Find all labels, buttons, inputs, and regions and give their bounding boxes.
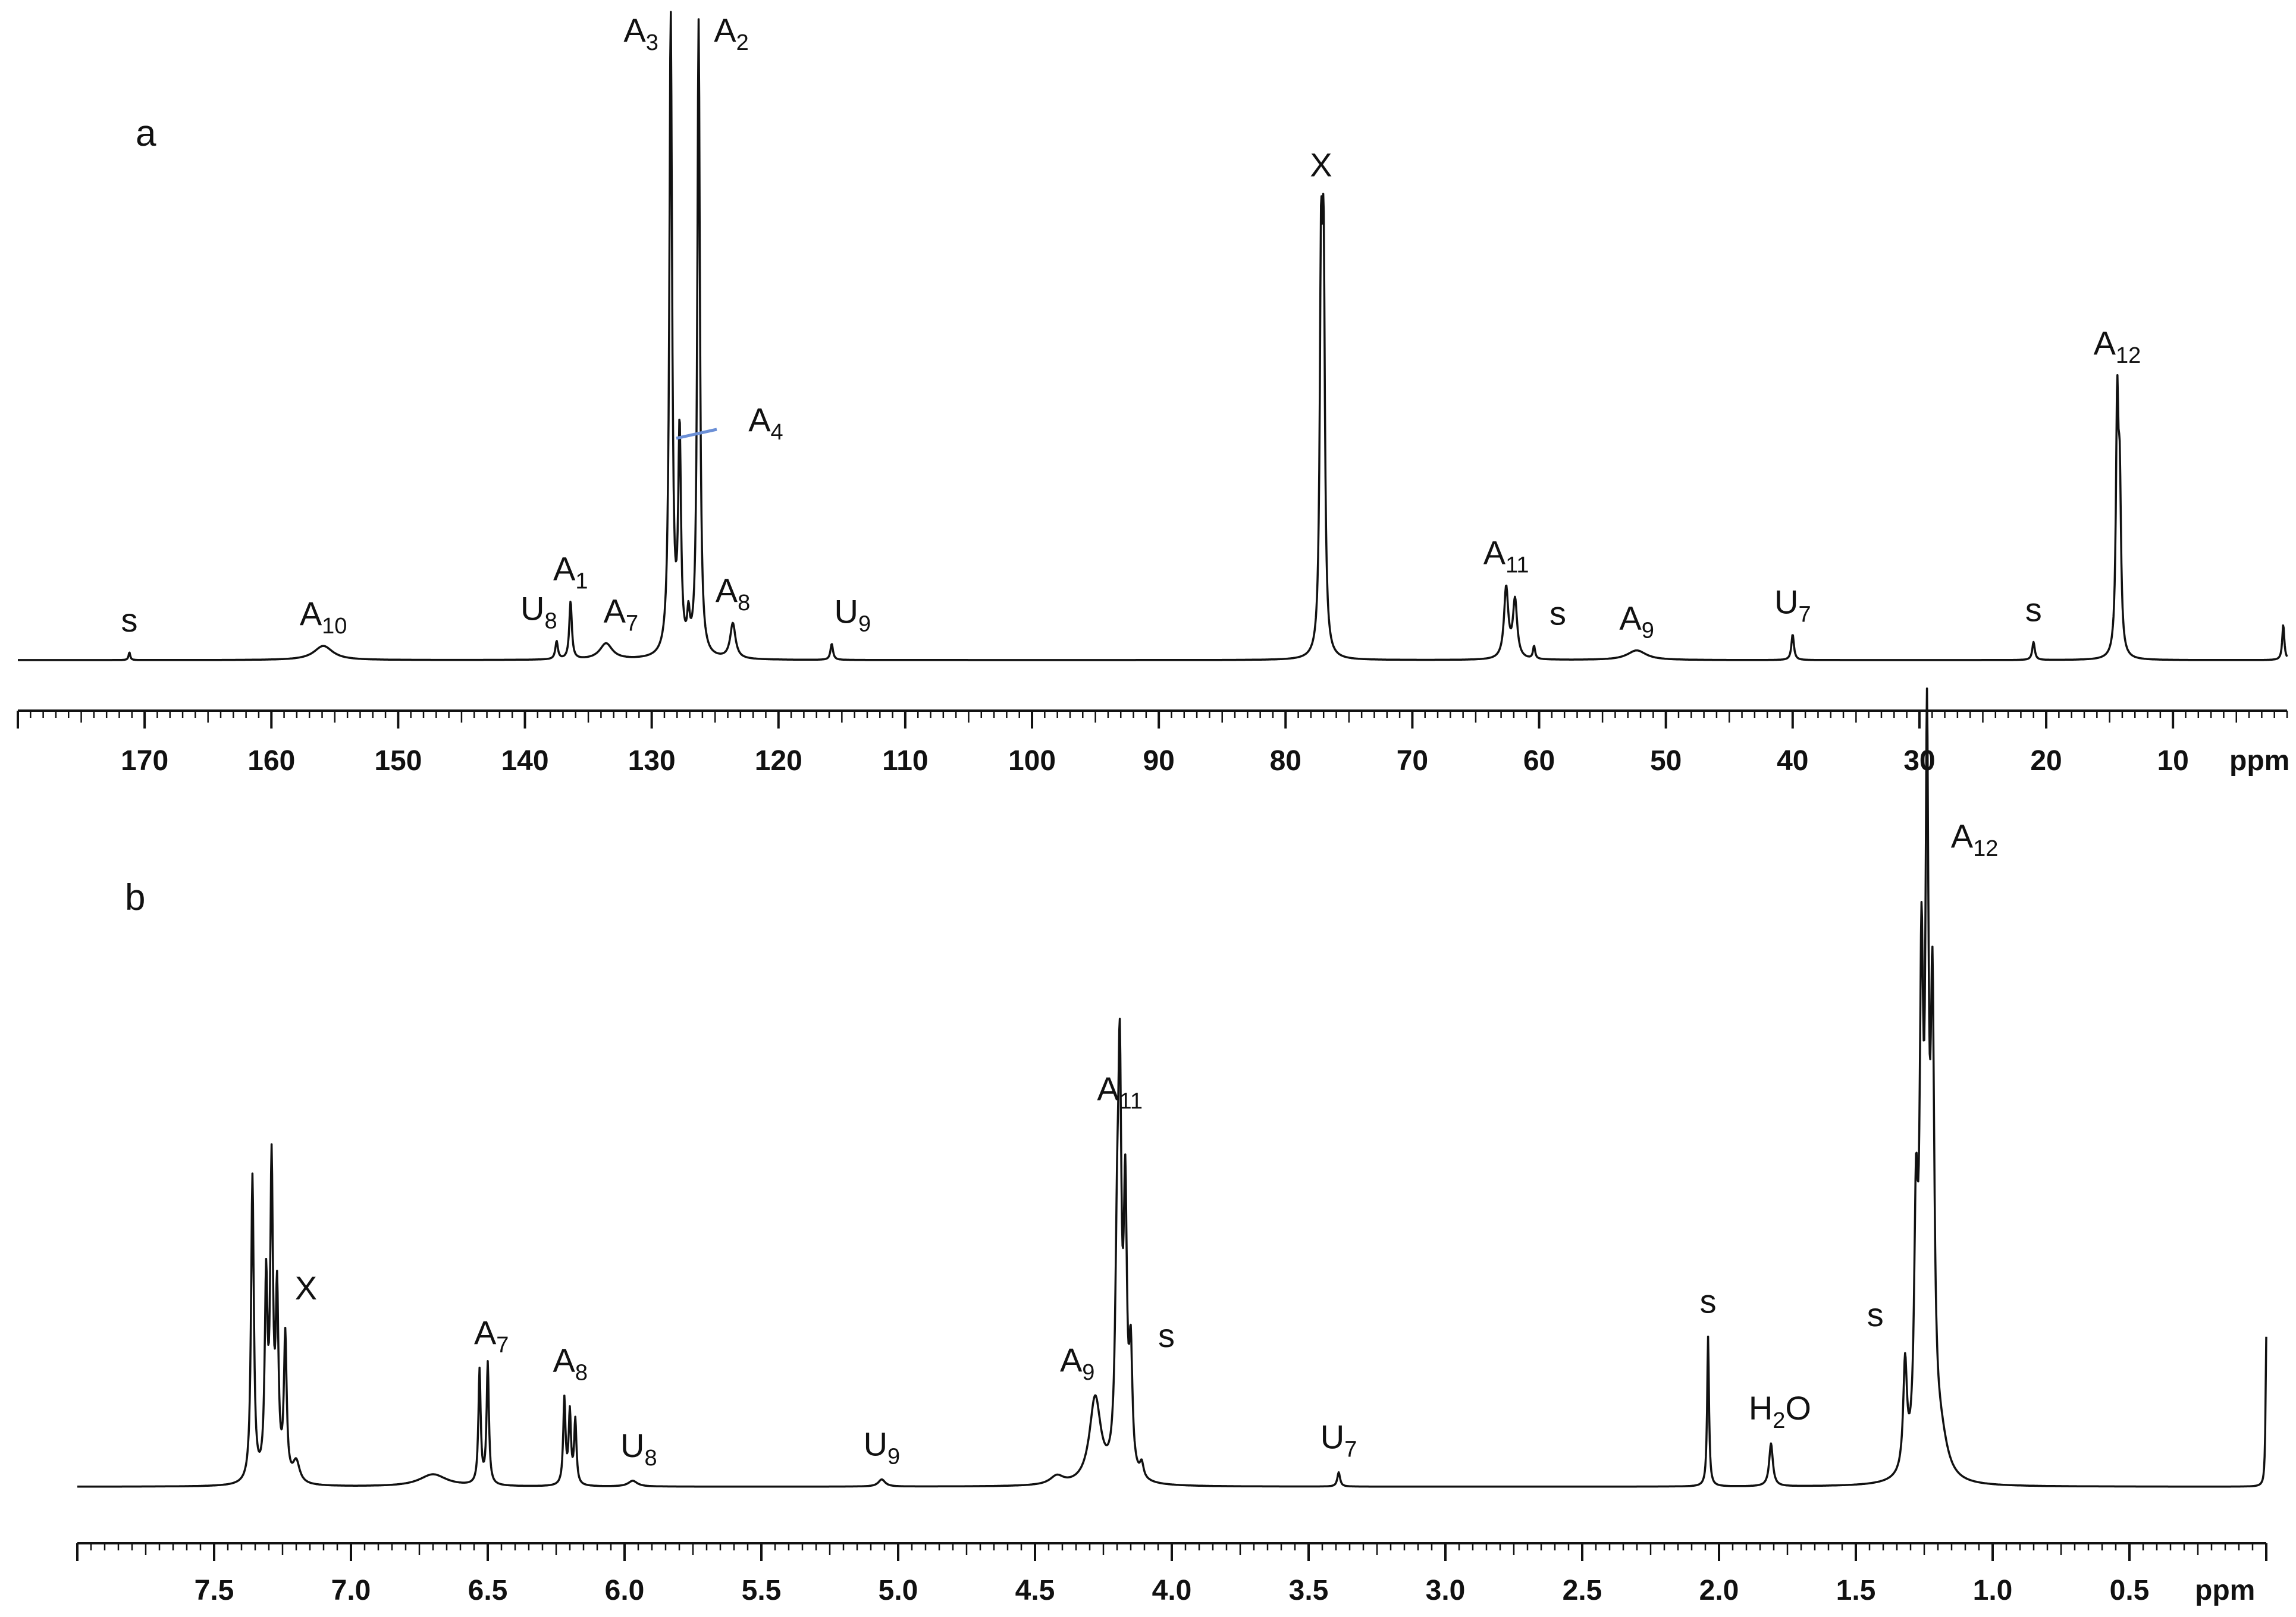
- tick-label: 20: [2030, 745, 2062, 777]
- tick-label: 10: [2157, 745, 2188, 777]
- x-axis-unit-label: ppm: [2229, 745, 2289, 777]
- peak-label: H2O: [1749, 1389, 1811, 1433]
- peak-label: U9: [864, 1426, 901, 1470]
- spectrum-trace: [17, 11, 2288, 661]
- tick-label: 5.5: [742, 1575, 782, 1606]
- tick-label: 0.5: [2110, 1575, 2150, 1606]
- peak-label: U8: [620, 1427, 657, 1471]
- tick-label: 150: [374, 745, 422, 777]
- peak-label: A11: [1483, 534, 1529, 578]
- peak-label: A3: [623, 11, 658, 55]
- tick-label: 1.5: [1836, 1575, 1876, 1606]
- tick-label: 140: [501, 745, 548, 777]
- tick-label: 170: [121, 745, 168, 777]
- peak-label: s: [1700, 1282, 1717, 1320]
- peak-label: A9: [1619, 599, 1654, 643]
- tick-label: 5.0: [879, 1575, 918, 1606]
- x-axis-unit-label: ppm: [2195, 1575, 2255, 1606]
- peak-label: s: [121, 601, 138, 639]
- tick-label: 1.0: [1973, 1575, 2013, 1606]
- peak-label: A12: [2094, 324, 2141, 368]
- tick-label: 50: [1650, 745, 1682, 777]
- tick-label: 130: [628, 745, 676, 777]
- peak-label: A2: [714, 11, 749, 55]
- panel-b-letter: b: [125, 877, 145, 918]
- peak-label: A4: [748, 401, 783, 445]
- tick-label: 3.5: [1289, 1575, 1329, 1606]
- tick-label: 90: [1143, 745, 1174, 777]
- peak-label: A7: [604, 592, 639, 636]
- panel-a-letter: a: [136, 113, 156, 154]
- tick-label: 60: [1523, 745, 1555, 777]
- peak-label: A12: [1951, 817, 1999, 861]
- tick-label: 100: [1008, 745, 1056, 777]
- tick-label: 6.5: [468, 1575, 508, 1606]
- tick-label: 30: [1903, 745, 1935, 777]
- a4-leader-line: [676, 428, 717, 440]
- peak-label: A8: [553, 1342, 588, 1386]
- tick-label: 4.0: [1152, 1575, 1192, 1606]
- peak-label: A10: [300, 595, 347, 639]
- peak-label: U7: [1774, 583, 1811, 627]
- x-axis: 170 160 150 140 130 120 110 100 90 80 70 60 50 40 30 20…: [17, 709, 2289, 777]
- tick-label: 110: [882, 745, 928, 777]
- peak-label: s: [1158, 1317, 1175, 1354]
- tick-label: 3.0: [1426, 1575, 1466, 1606]
- tick-label: 70: [1397, 745, 1428, 777]
- peak-label: U8: [520, 589, 557, 633]
- peak-label: A1: [553, 550, 588, 594]
- tick-label: 2.5: [1563, 1575, 1602, 1606]
- tick-label: 7.0: [331, 1575, 371, 1606]
- tick-label: 7.5: [195, 1575, 234, 1606]
- peak-label: A8: [716, 572, 751, 616]
- peak-label: X: [1310, 146, 1332, 183]
- tick-label: 6.0: [605, 1575, 645, 1606]
- peak-label: X: [295, 1269, 317, 1307]
- tick-label: 40: [1777, 745, 1808, 777]
- peak-label: U9: [834, 593, 871, 637]
- tick-label: 120: [755, 745, 802, 777]
- tick-label: 2.0: [1699, 1575, 1739, 1606]
- panel-b-h1-spectrum: b 7.5 7.0 6.5 6.0 5.5 5.0 4.5 4.0 3.5 3.0 2.5 2.0 1.…: [76, 687, 2267, 1606]
- peak-label: U7: [1320, 1418, 1357, 1462]
- peak-label: s: [1550, 594, 1566, 632]
- panel-a-c13-spectrum: a 170 160 150 140 130 120 110 100 90 80 70 60 50 40 30…: [17, 11, 2289, 777]
- peak-label: A9: [1060, 1341, 1095, 1385]
- tick-label: 80: [1270, 745, 1301, 777]
- tick-label: 160: [247, 745, 295, 777]
- tick-label: 4.5: [1015, 1575, 1055, 1606]
- peak-label: A7: [474, 1314, 509, 1358]
- x-axis: 7.5 7.0 6.5 6.0 5.5 5.0 4.5 4.0 3.5 3.0 2.5 2.0 1.5 1…: [76, 1542, 2267, 1606]
- peak-label: s: [2025, 591, 2042, 629]
- spectrum-trace: [77, 687, 2267, 1488]
- peak-label: s: [1867, 1296, 1884, 1333]
